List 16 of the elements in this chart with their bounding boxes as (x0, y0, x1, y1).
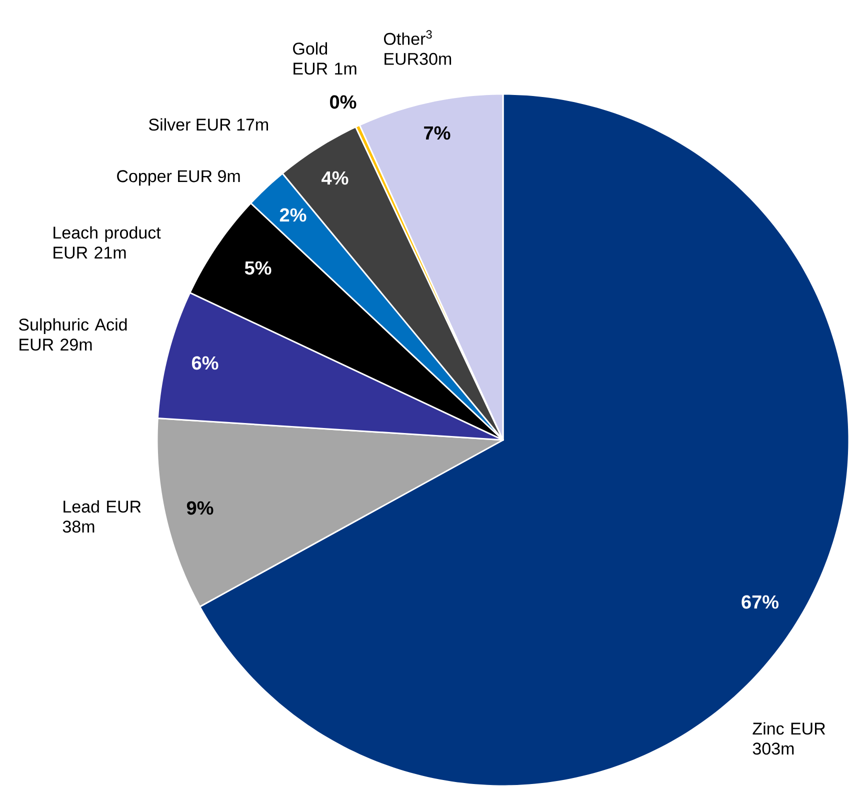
data-label: 5% (244, 261, 272, 275)
slice-label: Zinc EUR 303m (752, 722, 826, 755)
slice-label: Silver EUR 17m (148, 118, 268, 131)
data-label: 6% (192, 356, 218, 370)
data-label: 67% (742, 595, 779, 609)
data-label: 9% (186, 501, 214, 515)
data-label: 0% (330, 95, 356, 109)
data-label: 2% (280, 208, 306, 222)
slice-label: Gold EUR 1m (293, 42, 356, 75)
slice-label: Copper EUR 9m (117, 170, 240, 186)
slice-label: Leach product EUR 21m (54, 226, 161, 259)
data-label: 7% (424, 126, 450, 140)
data-label: 4% (322, 171, 348, 185)
slice-label: Sulphuric Acid EUR 29m (18, 318, 127, 351)
slice-label: Lead EUR 38m (62, 500, 141, 533)
category-label: Other$^{3}$ EUR30m (384, 30, 452, 65)
